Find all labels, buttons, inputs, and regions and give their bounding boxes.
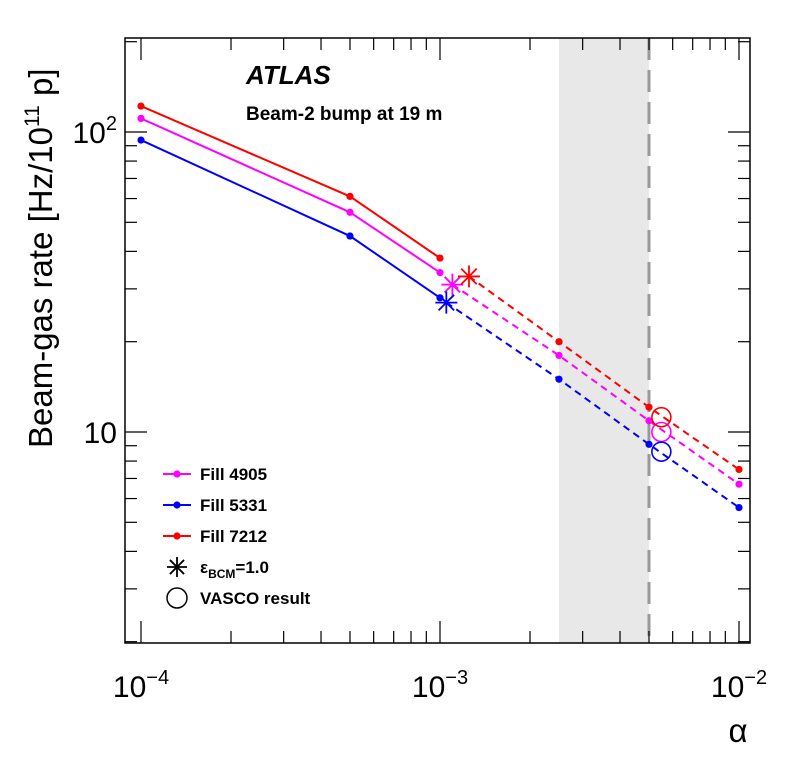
legend-entry: εBCM=1.0 (167, 557, 269, 581)
bcm-star-marker-stroke (437, 294, 455, 312)
data-point (137, 136, 145, 144)
legend-entry: Fill 7212 (163, 527, 267, 546)
x-tick-label: 10−3 (412, 667, 468, 704)
legend-label: VASCO result (200, 589, 311, 608)
legend-star-stroke (169, 559, 185, 575)
legend-entry: Fill 4905 (163, 465, 267, 484)
data-point (346, 232, 354, 240)
bcm-star-marker (457, 265, 480, 288)
legend-label: εBCM=1.0 (200, 558, 269, 581)
data-point (735, 480, 743, 488)
data-point (137, 114, 145, 123)
vasco-circle-marker (651, 406, 672, 428)
legend-star (167, 557, 187, 577)
data-point (137, 102, 145, 110)
series-dashed-line (468, 275, 740, 471)
data-point (555, 338, 563, 346)
bcm-star-marker (435, 291, 458, 314)
legend-circle (166, 587, 188, 609)
axis-ticks-layer (125, 38, 750, 643)
chart-subtitle: Beam-2 bump at 19 m (246, 104, 442, 125)
data-point (346, 192, 354, 201)
legend: Fill 4905 Fill 5331 Fill 7212 εBCM=1.0 VASCO… (163, 465, 311, 609)
data-point (735, 503, 743, 512)
shaded-band (558, 38, 649, 643)
data-point (436, 268, 444, 277)
legend-dot (173, 501, 181, 509)
x-tick-label: 10−4 (113, 667, 169, 704)
data-point (735, 465, 743, 474)
x-axis-title: α (728, 712, 747, 749)
series-dashed-line (445, 301, 740, 509)
data-point (555, 375, 563, 383)
data-point (436, 254, 444, 262)
legend-entry: VASCO result (166, 587, 311, 609)
legend-dot (173, 532, 181, 540)
y-axis-title-main: Beam-gas rate [Hz/10 (22, 127, 59, 448)
x-tick-label: 10−2 (711, 667, 767, 704)
atlas-label: ATLAS (245, 60, 331, 90)
y-axis-title: Beam-gas rate [Hz/1011 p] (21, 69, 59, 449)
shaded-band-layer (558, 38, 651, 643)
bcm-star-marker (441, 273, 464, 296)
data-point (645, 440, 653, 448)
vasco-circle-marker (651, 441, 672, 462)
y-tick-label: 102 (73, 113, 118, 150)
plot-frame (124, 37, 751, 644)
series-layer (137, 102, 743, 512)
series-fill-7212 (137, 102, 743, 474)
y-axis-title-sup: 11 (21, 105, 44, 127)
tick-label-layer: 10−4 10−3 10−2 10 102 (73, 113, 768, 704)
bcm-star-marker-stroke (443, 276, 461, 294)
bcm-star-marker-stroke (460, 268, 478, 285)
y-tick-label: 10 (84, 417, 117, 450)
data-point (436, 294, 444, 302)
data-point (346, 208, 354, 216)
data-point (645, 417, 653, 425)
data-point (645, 403, 653, 411)
y-axis-title-rest: p] (22, 69, 59, 106)
series-fill-5331 (137, 136, 743, 512)
legend-label: Fill 7212 (200, 527, 267, 546)
legend-entry: Fill 5331 (163, 496, 267, 515)
data-point (555, 351, 563, 360)
legend-label: Fill 4905 (200, 465, 267, 484)
series-fill-4905 (137, 114, 743, 488)
legend-dot (173, 470, 181, 478)
series-dashed-line (451, 283, 740, 485)
legend-label: Fill 5331 (200, 496, 267, 515)
